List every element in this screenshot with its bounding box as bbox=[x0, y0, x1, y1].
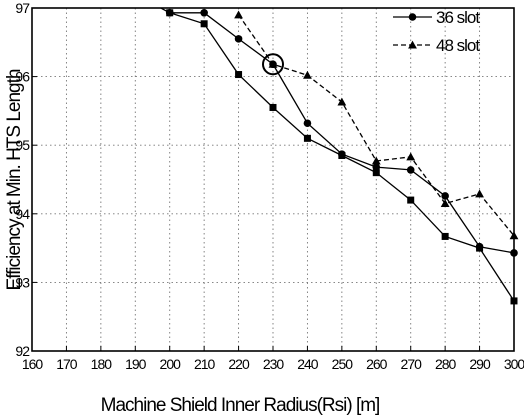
marker-square bbox=[338, 151, 346, 159]
marker-square bbox=[166, 9, 174, 17]
legend-entry: 48 slot bbox=[436, 36, 480, 55]
legend-marker-triangle bbox=[408, 40, 417, 49]
y-tick-label: 93 bbox=[15, 274, 30, 290]
y-tick-label: 97 bbox=[15, 0, 30, 16]
x-tick-label: 250 bbox=[332, 356, 354, 372]
marker-square bbox=[303, 134, 311, 142]
marker-circle bbox=[441, 192, 449, 200]
highlight-circle bbox=[262, 53, 284, 76]
x-tick-label: 210 bbox=[194, 356, 216, 372]
x-tick-label: 230 bbox=[263, 356, 285, 372]
grid-lines bbox=[32, 8, 514, 351]
legend-marker-circle bbox=[408, 13, 417, 21]
x-tick-label: 280 bbox=[435, 356, 457, 372]
marker-circle bbox=[234, 35, 243, 43]
marker-square bbox=[407, 196, 415, 204]
series-line-circle bbox=[159, 8, 514, 254]
x-tick-label: 200 bbox=[160, 356, 182, 372]
x-tick-label: 240 bbox=[297, 356, 319, 372]
x-tick-label: 220 bbox=[228, 356, 250, 372]
marker-square bbox=[441, 232, 449, 240]
marker-square bbox=[269, 103, 277, 111]
axis-ticks: 160 170 180 190 200 210 220 230 240 250 260 270 280 2… bbox=[15, 0, 524, 372]
legend-entry: 36 slot bbox=[436, 8, 480, 27]
series-markers bbox=[165, 9, 519, 305]
marker-triangle bbox=[475, 189, 484, 198]
marker-circle bbox=[200, 9, 208, 17]
x-tick-label: 290 bbox=[469, 356, 491, 372]
marker-square bbox=[200, 20, 208, 28]
x-tick-label: 170 bbox=[56, 356, 78, 372]
x-tick-label: 270 bbox=[401, 356, 423, 372]
marker-circle bbox=[372, 163, 381, 171]
marker-circle bbox=[406, 166, 415, 174]
legend: 36 slot 48 slot bbox=[393, 8, 481, 55]
marker-square bbox=[235, 71, 243, 79]
marker-square bbox=[372, 169, 380, 177]
marker-triangle bbox=[234, 10, 243, 19]
marker-square bbox=[476, 244, 484, 252]
annotations bbox=[262, 53, 284, 76]
y-tick-label: 94 bbox=[15, 206, 30, 222]
marker-circle bbox=[303, 119, 312, 128]
x-tick-label: 190 bbox=[125, 356, 147, 372]
marker-triangle bbox=[440, 199, 450, 208]
y-tick-label: 92 bbox=[15, 343, 30, 359]
x-tick-label: 300 bbox=[504, 356, 524, 372]
marker-triangle bbox=[371, 156, 381, 165]
y-tick-label: 96 bbox=[15, 69, 30, 85]
x-axis-label: Machine Shield Inner Radius(Rsi) [m] bbox=[101, 395, 380, 416]
y-tick-label: 95 bbox=[15, 137, 30, 153]
marker-triangle bbox=[337, 97, 347, 106]
x-tick-label: 260 bbox=[366, 356, 388, 372]
marker-triangle bbox=[406, 152, 416, 161]
x-tick-label: 180 bbox=[91, 356, 113, 372]
x-tick-label: 160 bbox=[22, 356, 44, 372]
y-axis-label: Efficiency at Min. HTS Length bbox=[4, 69, 25, 290]
marker-triangle bbox=[303, 70, 312, 79]
marker-triangle bbox=[268, 59, 278, 68]
